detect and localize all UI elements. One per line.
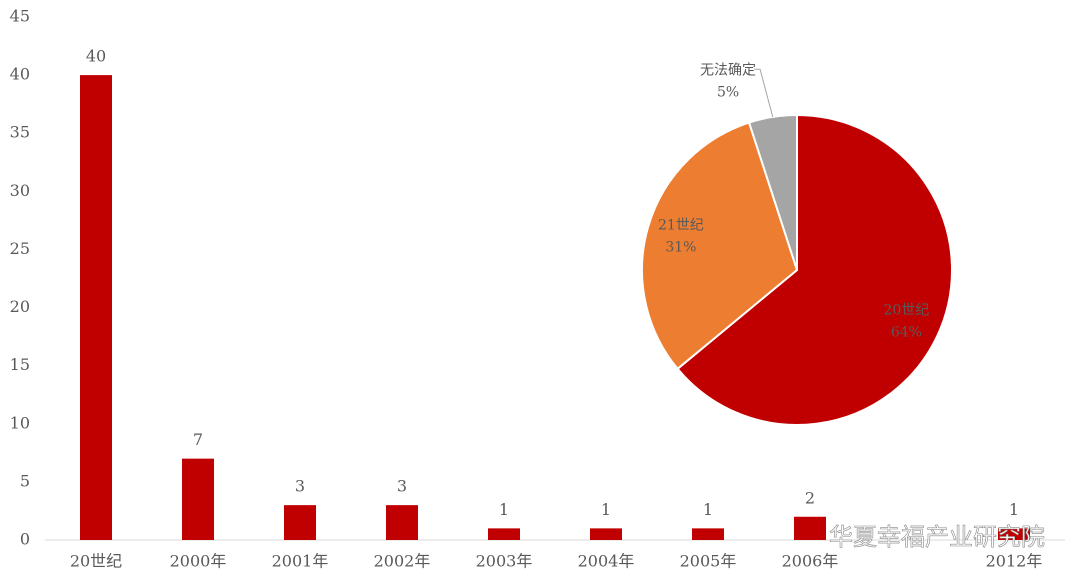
pie-value-label: 31% xyxy=(665,239,696,255)
bar xyxy=(182,458,214,540)
y-tick-label: 20 xyxy=(10,297,30,316)
data-label: 1 xyxy=(703,500,713,519)
data-label: 1 xyxy=(1009,500,1019,519)
x-tick-label: 20世纪 xyxy=(70,552,122,571)
pie-label: 无法确定 xyxy=(700,62,756,78)
data-label: 2 xyxy=(805,488,815,507)
x-tick-label: 2000年 xyxy=(170,552,227,571)
data-label: 3 xyxy=(397,477,407,496)
y-tick-label: 30 xyxy=(10,181,30,200)
y-tick-label: 45 xyxy=(10,7,30,26)
y-tick-label: 35 xyxy=(10,123,30,142)
watermark: 华夏幸福产业研究院 xyxy=(829,523,1045,551)
bar xyxy=(488,528,520,540)
pie-value-label: 64% xyxy=(891,324,922,340)
y-tick-label: 0 xyxy=(20,530,30,549)
x-tick-label: 2002年 xyxy=(374,552,431,571)
x-tick-label: 2004年 xyxy=(578,552,635,571)
y-tick-label: 15 xyxy=(10,355,30,374)
data-label: 40 xyxy=(86,47,106,66)
bar xyxy=(386,505,418,540)
pie-slice xyxy=(676,113,953,426)
x-tick-label: 2012年 xyxy=(986,552,1043,571)
x-tick-label: 2005年 xyxy=(680,552,737,571)
y-tick-label: 5 xyxy=(20,471,30,490)
bar xyxy=(590,528,622,540)
x-tick-label: 2003年 xyxy=(476,552,533,571)
pie-slice xyxy=(747,113,798,271)
pie-slice xyxy=(641,121,799,371)
data-label: 3 xyxy=(295,477,305,496)
pie-value-label: 5% xyxy=(717,84,739,100)
bar xyxy=(998,528,1030,540)
bar xyxy=(692,528,724,540)
x-tick-label: 2001年 xyxy=(272,552,329,571)
y-tick-label: 40 xyxy=(10,65,30,84)
bar xyxy=(284,505,316,540)
bar xyxy=(794,516,826,540)
y-tick-label: 10 xyxy=(10,413,30,432)
pie-label: 20世纪 xyxy=(883,302,929,318)
pie-label: 21世纪 xyxy=(658,217,704,233)
bar xyxy=(80,75,112,540)
y-tick-label: 25 xyxy=(10,239,30,258)
data-label: 1 xyxy=(601,500,611,519)
data-label: 7 xyxy=(193,430,203,449)
leader-line xyxy=(754,68,774,118)
x-tick-label: 2006年 xyxy=(782,552,839,571)
data-label: 1 xyxy=(499,500,509,519)
